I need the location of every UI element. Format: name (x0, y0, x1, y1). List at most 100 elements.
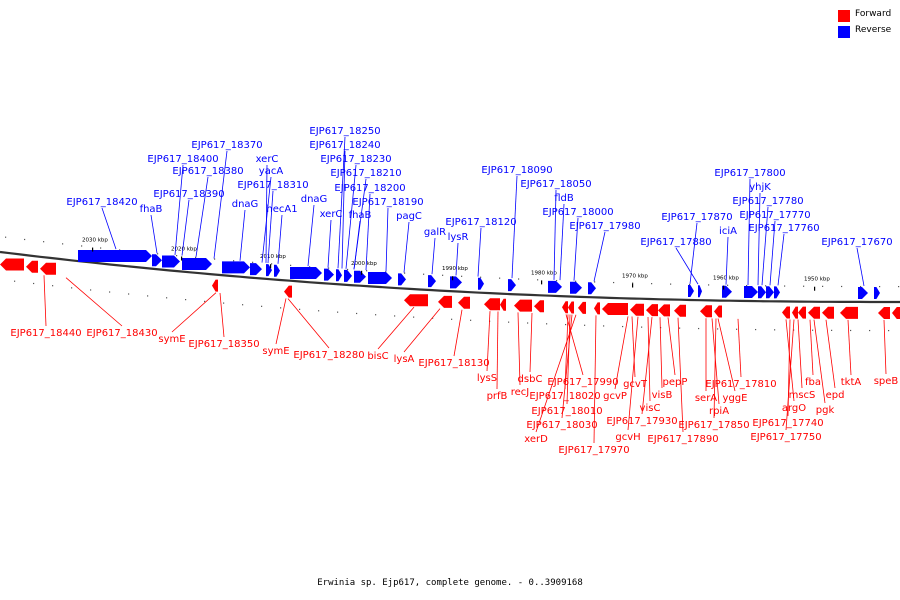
forward-gene-label: bisC (367, 351, 388, 362)
forward-gene-arrow (26, 260, 38, 273)
leader-line (689, 222, 698, 285)
forward-gene-arrow (658, 304, 670, 317)
leader-line (150, 214, 158, 254)
forward-gene-arrow (484, 298, 500, 311)
forward-gene-arrow (630, 303, 644, 316)
reverse-gene-arrow (588, 282, 596, 295)
reverse-gene-label: EJP617_18000 (542, 207, 613, 218)
leader-line (553, 189, 557, 280)
leader-line (529, 312, 533, 373)
reverse-gene-label: EJP617_18090 (481, 165, 552, 176)
reverse-gene-arrow (722, 285, 732, 298)
leader-line (535, 314, 577, 433)
forward-gene-label: EJP617_17850 (678, 420, 749, 431)
kbp-tick (270, 264, 272, 269)
forward-gene-arrow (892, 307, 900, 319)
leader-line (101, 207, 117, 250)
leader-line (307, 204, 315, 267)
forward-gene-arrow (646, 304, 658, 317)
reverse-gene-label: yacA (259, 166, 284, 177)
reverse-gene-arrow (250, 263, 262, 276)
forward-gene-arrow (840, 306, 858, 319)
forward-gene-label: speB (874, 376, 899, 387)
leader-line (593, 315, 597, 444)
kbp-tick (632, 283, 634, 288)
legend-reverse-label: Reverse (855, 25, 892, 35)
leader-line (725, 236, 729, 285)
forward-gene-arrow (714, 305, 722, 318)
reverse-gene-label: fhaB (349, 210, 372, 221)
leader-line (559, 203, 565, 281)
reverse-gene-arrow (858, 287, 868, 299)
leader-line (43, 275, 47, 327)
leader-line (377, 306, 415, 350)
leader-line (511, 175, 518, 279)
leader-line (267, 190, 274, 264)
reverse-gene-label: EJP617_17800 (714, 168, 785, 179)
reverse-gene-arrow (774, 286, 780, 299)
kbp-tick (541, 280, 543, 285)
leader-line (496, 311, 499, 390)
reverse-gene-arrow (688, 285, 694, 297)
forward-gene-label: recJ (511, 387, 530, 398)
forward-gene-label: rpiA (709, 406, 729, 417)
kbp-tick-label: 1990 kbp (442, 266, 468, 272)
leader-line (883, 319, 887, 375)
kbp-tick (92, 247, 94, 252)
leader-line (737, 318, 742, 378)
reverse-gene-label: EJP617_17980 (569, 221, 640, 232)
reverse-gene-label: lysR (448, 232, 469, 243)
forward-gene-label: gcvT (623, 379, 648, 390)
reverse-gene-label: EJP617_18420 (66, 197, 137, 208)
reverse-gene-label: EJP617_18380 (172, 166, 243, 177)
leader-line (675, 247, 699, 285)
leader-line (565, 314, 584, 376)
leader-line (847, 319, 852, 376)
forward-gene-label: visB (652, 390, 673, 401)
forward-gene-label: EJP617_18010 (531, 406, 602, 417)
kbp-tick (814, 286, 816, 291)
reverse-gene-label: EJP617_18240 (309, 140, 380, 151)
forward-gene-arrow (500, 298, 506, 311)
forward-gene-arrow (40, 262, 56, 275)
kbp-tick-label: 2030 kbp (82, 238, 108, 244)
forward-gene-label: dsbC (518, 374, 543, 385)
forward-gene-label: tktA (841, 377, 862, 388)
forward-gene-arrow (674, 304, 686, 317)
reverse-gene-label: xerC (256, 154, 279, 165)
reverse-gene-arrow (398, 273, 406, 286)
forward-gene-arrow (578, 301, 586, 314)
reverse-gene-label: hecA1 (266, 204, 297, 215)
leader-line (275, 298, 287, 345)
reverse-gene-arrow (78, 250, 152, 262)
leader-line (761, 206, 769, 286)
leader-line (345, 164, 357, 269)
reverse-gene-label: EJP617_18310 (237, 180, 308, 191)
forward-gene-label: EJP617_18130 (418, 358, 489, 369)
reverse-gene-arrow (508, 279, 516, 292)
reverse-gene-label: EJP617_17770 (739, 210, 810, 221)
reverse-gene-label: EJP617_17870 (661, 212, 732, 223)
forward-gene-arrow (404, 294, 428, 307)
leader-line (477, 227, 482, 277)
leader-line (614, 316, 629, 390)
forward-gene-arrow (0, 258, 24, 271)
forward-gene-label: mscS (789, 390, 816, 401)
leader-line (717, 318, 736, 392)
forward-gene-label: yggE (723, 393, 748, 404)
leader-line (809, 319, 814, 376)
forward-gene-arrow (808, 306, 820, 319)
leader-line (453, 309, 463, 357)
genome-caption: Erwinia sp. Ejp617, complete genome. - 0… (317, 578, 583, 588)
forward-gene-arrow (438, 295, 452, 308)
leader-line (713, 318, 717, 419)
kbp-tick (452, 276, 454, 281)
forward-gene-label: EJP617_18350 (188, 339, 259, 350)
forward-gene-label: EJP617_17990 (547, 377, 618, 388)
reverse-gene-label: EJP617_18370 (191, 140, 262, 151)
reverse-gene-arrow (368, 272, 392, 284)
forward-gene-arrow (700, 305, 712, 318)
forward-gene-label: EJP617_17740 (752, 418, 823, 429)
reverse-gene-label: pagC (396, 211, 422, 222)
kbp-tick (361, 270, 363, 275)
